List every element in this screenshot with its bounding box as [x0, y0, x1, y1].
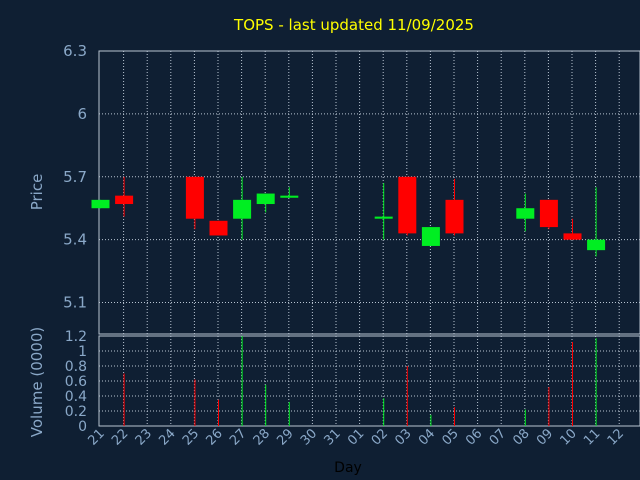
x-axis-label: Day	[334, 460, 362, 476]
candle-body	[115, 195, 134, 205]
volume-tick-label: 0.2	[65, 404, 87, 420]
candle	[233, 176, 252, 240]
candle	[563, 218, 582, 240]
chart-title: TOPS - last updated 11/09/2025	[233, 16, 474, 34]
candle-body	[539, 199, 558, 228]
x-tick-label: 22	[109, 426, 131, 448]
candle	[587, 187, 606, 257]
x-tick-label: 01	[345, 426, 367, 448]
volume-bars-layer	[123, 336, 597, 426]
candle-body	[185, 176, 204, 219]
x-tick-label: 23	[133, 426, 155, 448]
price-grid	[99, 50, 640, 334]
volume-tick-label: 0	[78, 419, 87, 435]
volume-tick-label: 0.4	[65, 389, 87, 405]
candle-body	[563, 233, 582, 240]
volume-axis-label: Volume (0000)	[28, 327, 46, 437]
price-plot-frame	[98, 50, 640, 335]
candle	[280, 187, 299, 198]
candle	[421, 227, 440, 246]
x-tick-label: 05	[440, 426, 462, 448]
candle-body	[374, 216, 393, 219]
candle-body	[398, 176, 417, 234]
x-tick-label: 21	[86, 426, 108, 448]
x-tick-label: 07	[487, 426, 509, 448]
candle-body	[516, 208, 535, 219]
x-tick-label: 26	[204, 426, 226, 448]
price-tick-label: 5.7	[63, 168, 87, 186]
x-tick-label: 29	[274, 426, 296, 448]
x-tick-label: 10	[558, 426, 580, 448]
x-ticks: 21 22 23 24 25 26 27 28 29 30 31 01 02 03 04 05 06 07 08 09…	[86, 426, 628, 448]
candle	[209, 220, 228, 236]
candle-body	[280, 195, 299, 198]
candle	[91, 199, 110, 209]
price-tick-label: 6.3	[63, 42, 87, 60]
price-tick-label: 6	[77, 105, 87, 123]
x-tick-label: 08	[510, 426, 532, 448]
candle	[516, 193, 535, 232]
x-tick-label: 25	[180, 426, 202, 448]
x-tick-label: 28	[251, 426, 273, 448]
x-tick-label: 12	[605, 426, 627, 448]
candle-body	[445, 199, 464, 234]
x-tick-label: 02	[369, 426, 391, 448]
x-tick-label: 04	[416, 426, 438, 448]
price-axis-label: Price	[28, 174, 46, 211]
candle-body	[256, 193, 275, 205]
candle-body	[587, 239, 606, 251]
volume-tick-label: 1.2	[65, 329, 87, 345]
candle-body	[233, 199, 252, 219]
candle	[374, 183, 393, 240]
candle-body	[91, 199, 110, 209]
candle	[115, 176, 134, 217]
x-tick-label: 11	[581, 426, 603, 448]
x-tick-label: 27	[227, 426, 249, 448]
price-ticks: 6.3 6 5.7 5.4 5.1	[63, 42, 87, 312]
candle-body	[421, 227, 440, 246]
candle-body	[209, 220, 228, 236]
volume-tick-label: 0.6	[65, 374, 87, 390]
candle	[398, 176, 417, 236]
candle	[445, 178, 464, 236]
volume-grid	[99, 335, 640, 427]
price-tick-label: 5.4	[63, 231, 87, 249]
x-tick-label: 24	[156, 426, 178, 448]
volume-ticks: 1.210.80.60.40.20	[65, 329, 87, 435]
volume-tick-label: 0.8	[65, 359, 87, 375]
candle	[256, 193, 275, 213]
x-tick-label: 06	[463, 426, 485, 448]
candles-layer	[91, 176, 606, 257]
x-tick-label: 31	[322, 426, 344, 448]
candle	[185, 176, 204, 230]
candle	[539, 199, 558, 230]
x-tick-label: 09	[534, 426, 556, 448]
price-tick-label: 5.1	[63, 294, 87, 312]
x-tick-label: 03	[392, 426, 414, 448]
x-tick-label: 30	[298, 426, 320, 448]
volume-tick-label: 1	[78, 344, 87, 360]
